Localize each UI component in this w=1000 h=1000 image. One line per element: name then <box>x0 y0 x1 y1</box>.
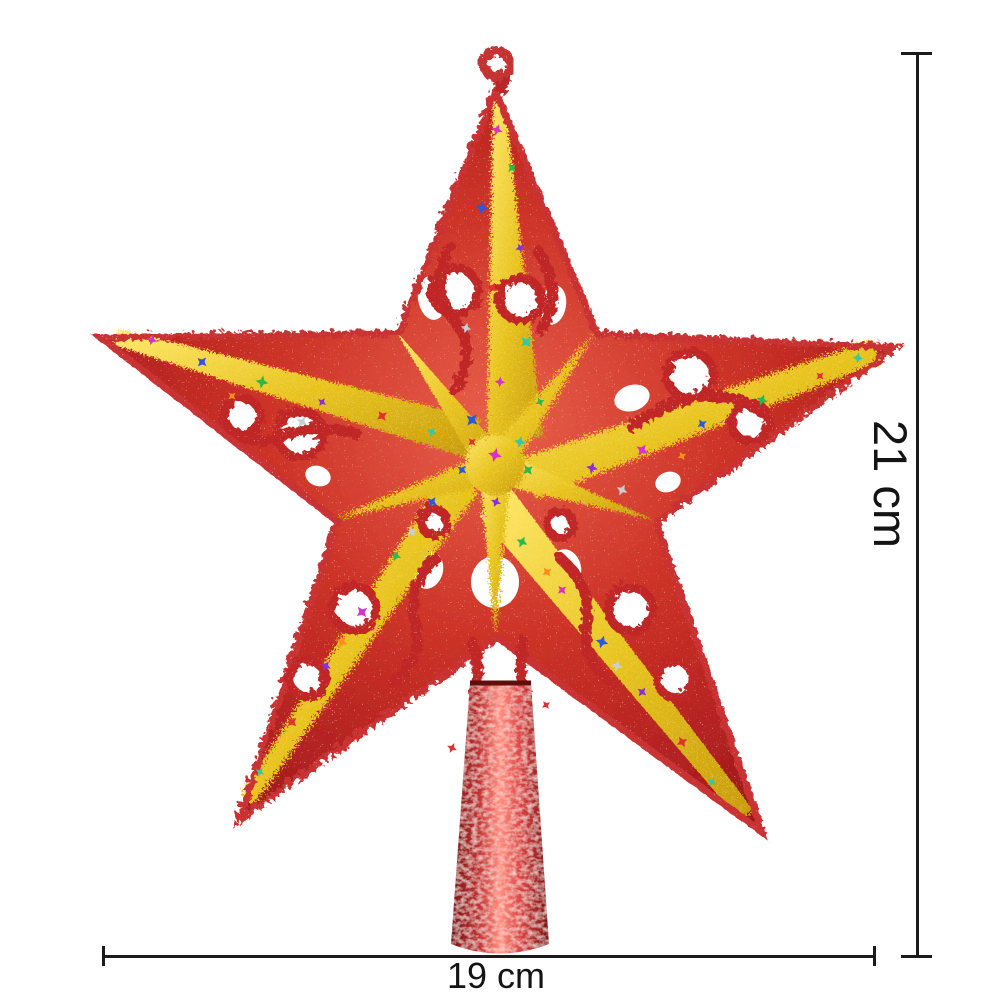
height-dimension-top-cap <box>901 52 932 55</box>
cone-base <box>444 680 553 954</box>
width-dimension-right-cap <box>873 946 876 966</box>
hanging-ring <box>477 44 513 92</box>
width-dimension-label: 19 cm <box>446 955 546 996</box>
width-dimension-line <box>103 955 875 958</box>
height-dimension-label: 21 cm <box>864 420 917 548</box>
star-openwork-holes <box>305 276 681 608</box>
height-dimension-line <box>916 53 919 957</box>
width-dimension-left-cap <box>102 946 105 966</box>
red-rope-details <box>87 78 904 840</box>
height-dimension-bottom-cap <box>901 955 932 958</box>
gold-glitter-filigree <box>114 103 880 821</box>
